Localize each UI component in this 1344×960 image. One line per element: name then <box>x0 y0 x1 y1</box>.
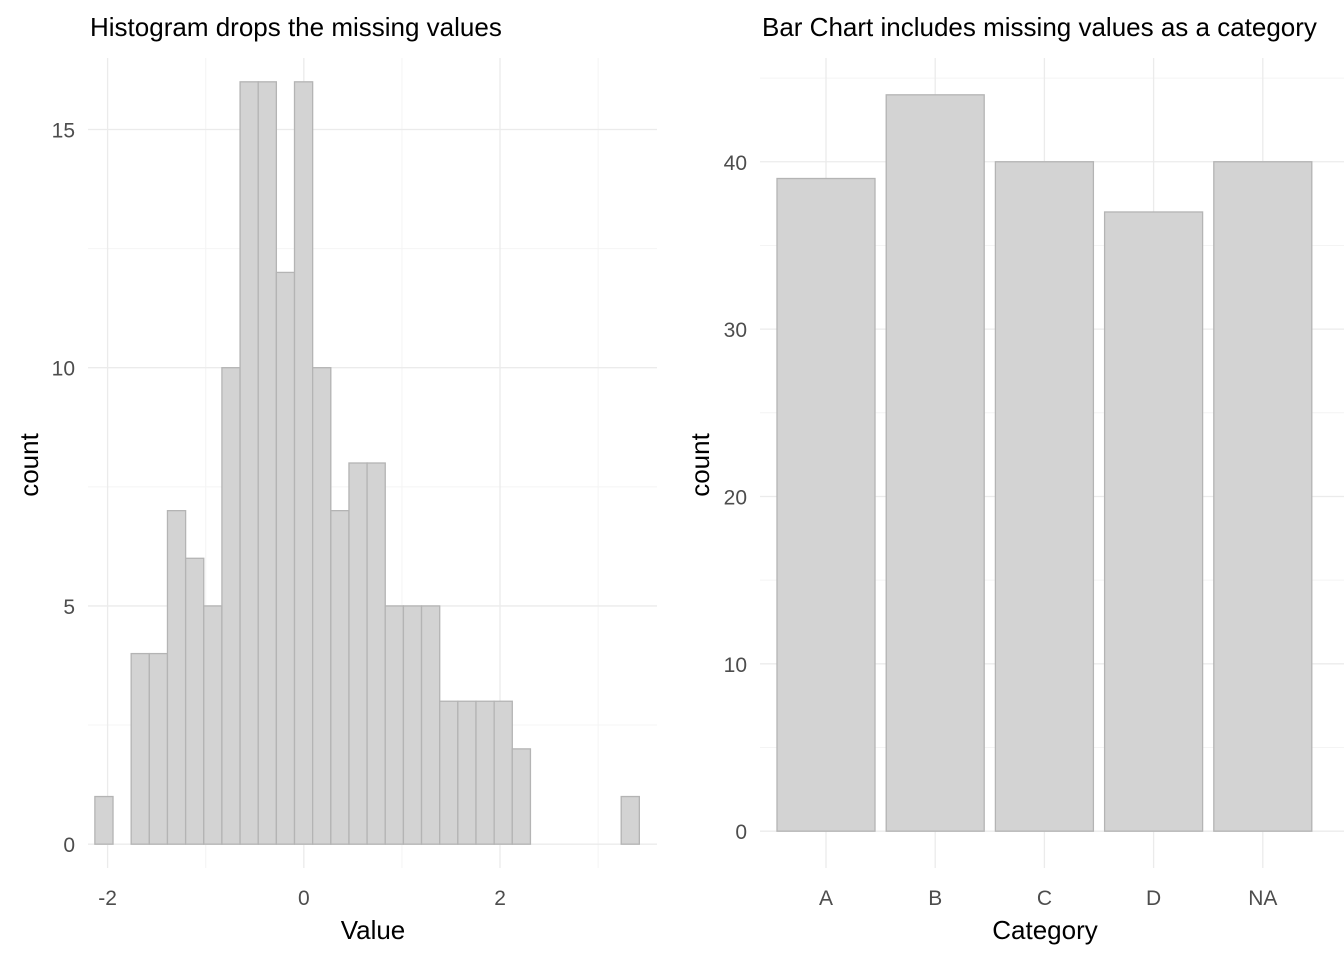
bar-chart-title: Bar Chart includes missing values as a c… <box>762 12 1317 42</box>
histogram-bin <box>203 605 223 845</box>
histogram-bin <box>348 462 368 845</box>
histogram-bin <box>293 81 314 845</box>
histogram-bin <box>511 748 532 845</box>
x-tick-label: C <box>1037 887 1052 910</box>
histogram-bin <box>475 700 495 845</box>
bar-chart-x-tick-labels: A B C D NA <box>819 887 1277 910</box>
y-tick-label: 20 <box>724 486 747 509</box>
histogram-bin <box>257 81 278 845</box>
histogram-panel: Histogram drops the missing values 0 5 10 1… <box>14 12 657 945</box>
bar-chart-bars <box>776 94 1313 832</box>
bar-chart-y-tick-labels: 0 10 20 30 40 <box>724 152 747 844</box>
histogram-bin <box>330 509 350 845</box>
histogram-bin <box>620 795 640 845</box>
histogram-bin <box>402 605 423 845</box>
histogram-bin <box>148 652 169 845</box>
y-tick-label: 0 <box>735 821 747 844</box>
histogram-bin <box>239 81 259 845</box>
x-tick-label: B <box>928 887 942 910</box>
y-tick-label: 40 <box>724 152 747 175</box>
histogram-bin <box>493 700 513 845</box>
y-tick-label: 0 <box>63 834 75 857</box>
histogram-bars <box>94 81 640 845</box>
y-tick-label: 5 <box>63 596 75 619</box>
bar-chart-panel: Bar Chart includes missing values as a c… <box>685 12 1344 945</box>
y-tick-label: 10 <box>724 654 747 677</box>
histogram-y-axis-label: count <box>14 432 44 496</box>
histogram-bin <box>275 271 296 845</box>
bar-A <box>776 177 876 832</box>
bar-B <box>885 94 985 832</box>
bar-chart-y-axis-label: count <box>685 432 715 496</box>
x-tick-label: -2 <box>98 887 117 910</box>
histogram-bin <box>130 652 150 845</box>
x-tick-label: 2 <box>494 887 506 910</box>
histogram-x-tick-labels: -2 0 2 <box>98 887 506 910</box>
histogram-x-axis-label: Value <box>341 915 406 945</box>
histogram-bin <box>221 367 241 845</box>
bar-D <box>1103 211 1204 832</box>
histogram-bin <box>166 509 187 845</box>
histogram-title: Histogram drops the missing values <box>90 12 502 42</box>
y-tick-label: 30 <box>724 319 747 342</box>
histogram-bin <box>457 700 477 845</box>
histogram-bin <box>366 462 386 845</box>
bar-C <box>994 161 1095 832</box>
histogram-y-tick-labels: 0 5 10 15 <box>52 119 75 857</box>
y-tick-label: 10 <box>52 358 75 381</box>
histogram-bin <box>94 795 114 845</box>
histogram-bin <box>384 605 405 845</box>
histogram-bin <box>420 605 441 845</box>
bar-NA <box>1213 161 1313 832</box>
x-tick-label: D <box>1146 887 1161 910</box>
bar-chart-x-axis-label: Category <box>992 915 1098 945</box>
x-tick-label: 0 <box>298 887 310 910</box>
histogram-bin <box>184 557 205 845</box>
x-tick-label: NA <box>1248 887 1277 910</box>
histogram-bin <box>312 367 332 845</box>
histogram-bin <box>439 700 459 845</box>
y-tick-label: 15 <box>52 119 75 142</box>
x-tick-label: A <box>819 887 833 910</box>
